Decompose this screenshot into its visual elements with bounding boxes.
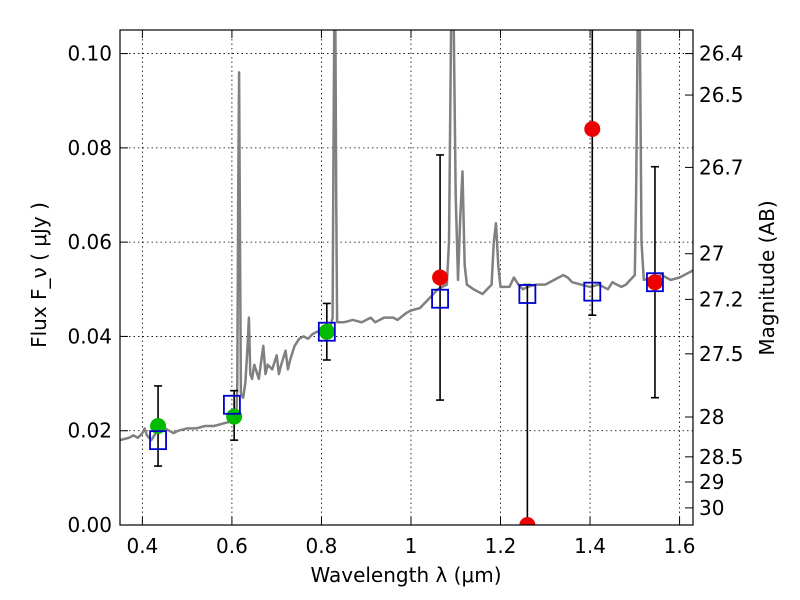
plot-background — [120, 30, 693, 525]
model-point — [223, 394, 241, 415]
observed-point — [226, 408, 243, 425]
tick-labels: 0.4 0.6 0.8 1 1.2 1.4 1.6 0.00 0.02 0.04 0.06 0.08 0… — [67, 42, 743, 558]
x-tick-label: 0.4 — [126, 534, 158, 558]
ticks — [120, 30, 693, 526]
model-point — [646, 272, 664, 293]
y-right-tick-label: 28 — [699, 405, 724, 429]
y-right-tick-label: 27 — [699, 242, 724, 266]
x-tick-label: 0.6 — [216, 534, 248, 558]
model-point — [518, 284, 537, 304]
x-tick-label: 1.2 — [485, 534, 517, 558]
y-tick-label: 0.10 — [67, 42, 112, 66]
x-tick-label: 1 — [405, 534, 418, 558]
model-point — [149, 430, 167, 451]
y-right-tick-label: 26.7 — [699, 155, 744, 179]
y-tick-label: 0.00 — [67, 513, 112, 537]
x-tick-label: 1.6 — [664, 534, 696, 558]
plot-frame — [119, 29, 694, 526]
y-axis-right-title: Magnitude (AB) — [755, 200, 779, 355]
observed-point — [318, 323, 335, 340]
observed-point — [432, 269, 449, 286]
observed-point — [584, 121, 601, 137]
x-tick-label: 1.4 — [574, 534, 606, 558]
y-right-tick-label: 28.5 — [699, 445, 744, 469]
x-axis-title: Wavelength λ (μm) — [310, 563, 501, 587]
model-point — [583, 281, 602, 302]
observed-point — [150, 418, 167, 434]
y-right-tick-label: 27.5 — [699, 342, 744, 366]
y-axis-title: Flux F_ν ( μJy ) — [27, 202, 51, 348]
model-point — [317, 321, 336, 342]
observed-point — [519, 517, 536, 525]
y-right-tick-label: 30 — [699, 496, 724, 520]
observed-point — [646, 274, 663, 291]
data-layer — [120, 30, 693, 525]
model-point — [431, 288, 449, 309]
y-tick-label: 0.02 — [67, 419, 112, 443]
x-tick-label: 0.8 — [306, 534, 338, 558]
y-right-tick-label: 29 — [699, 470, 724, 494]
y-right-tick-label: 27.2 — [699, 287, 744, 311]
y-right-tick-label: 26.4 — [699, 42, 744, 66]
y-tick-label: 0.08 — [67, 136, 112, 160]
y-right-tick-label: 26.5 — [699, 83, 744, 107]
y-tick-label: 0.06 — [67, 230, 112, 254]
y-tick-label: 0.04 — [67, 324, 112, 348]
